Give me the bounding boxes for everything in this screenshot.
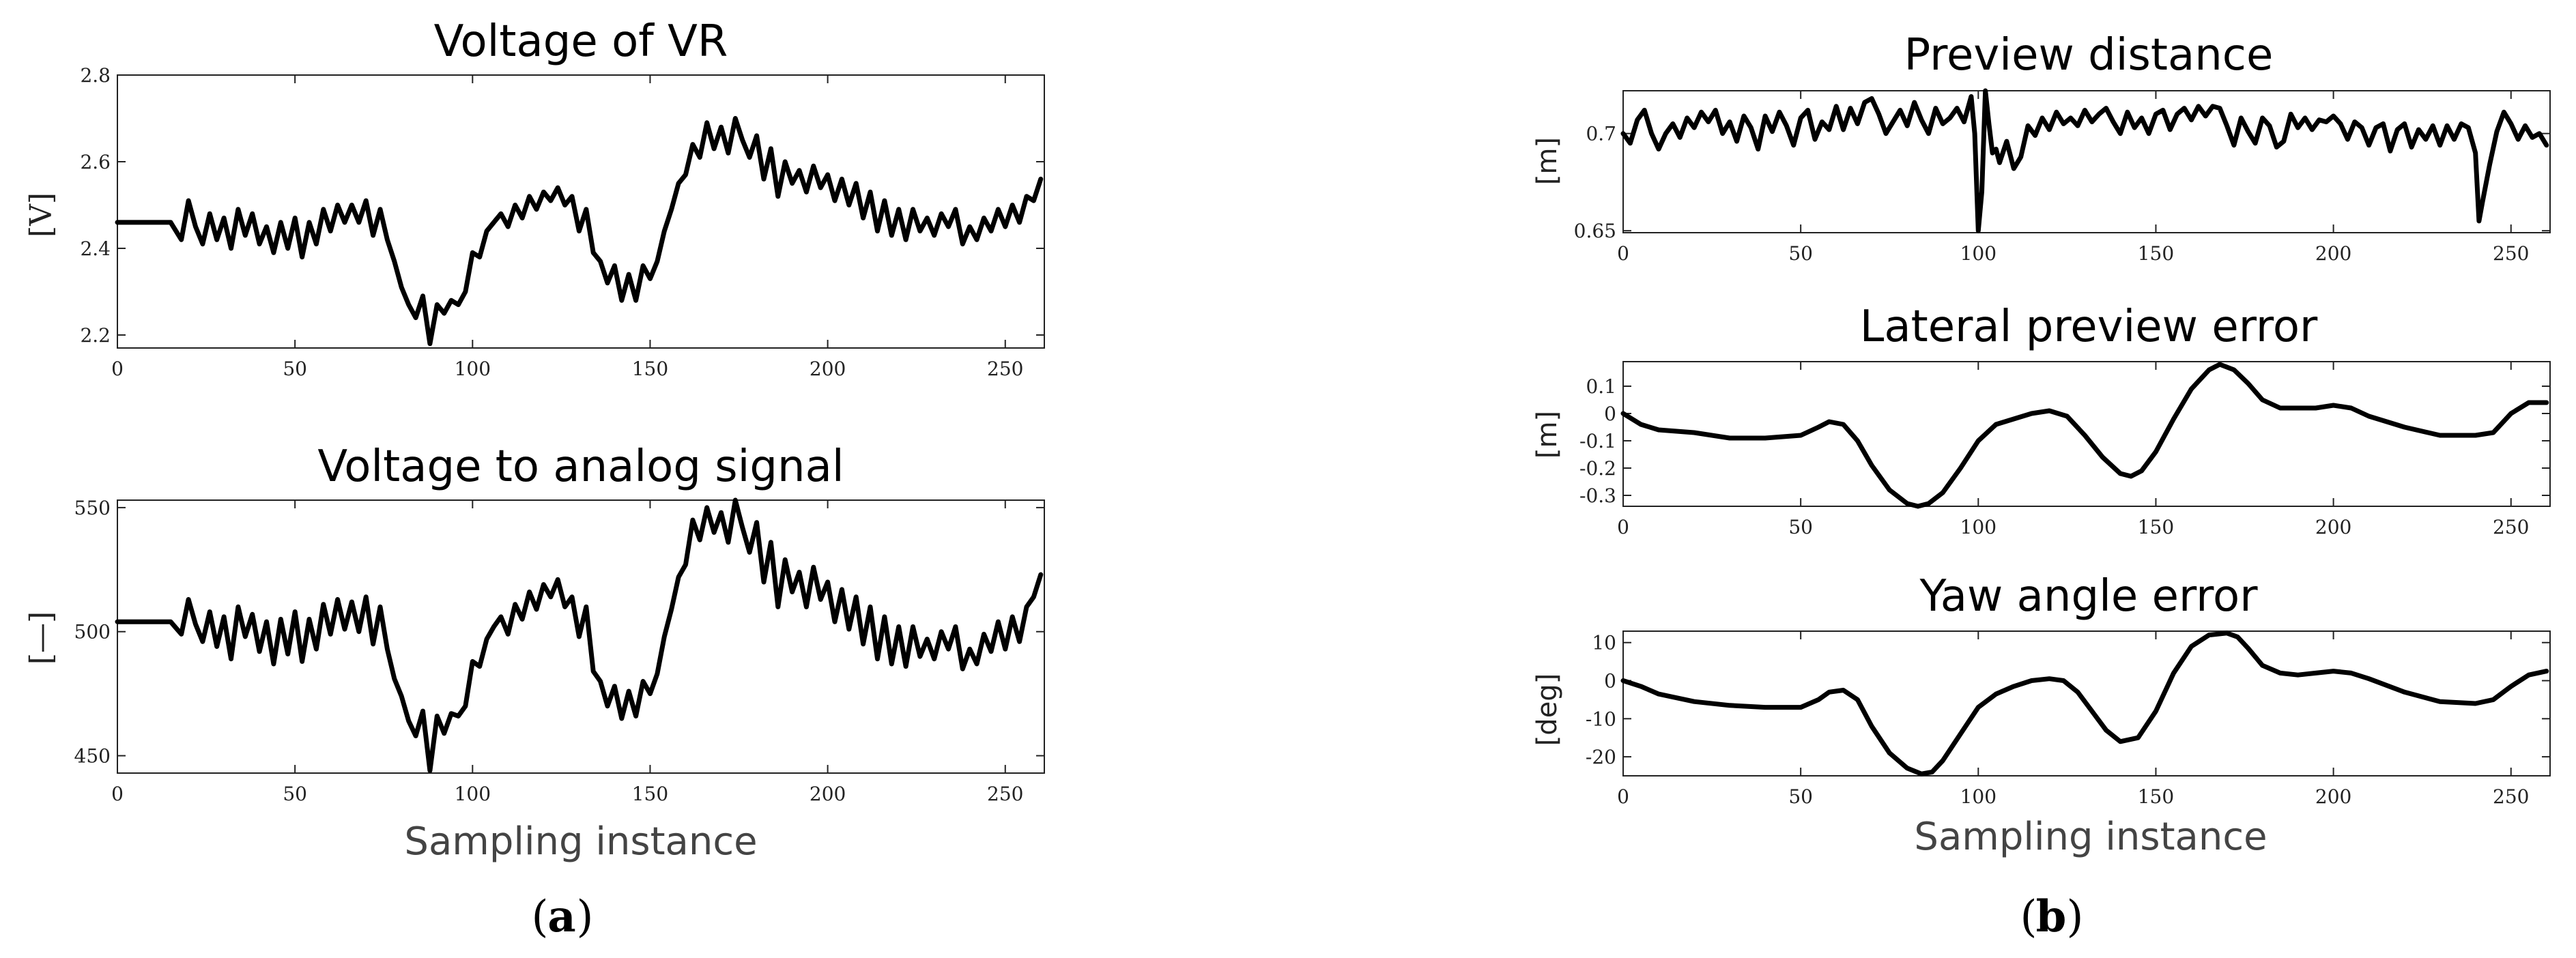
x-tick-label: 150 — [2138, 516, 2174, 538]
x-tick-label: 0 — [111, 783, 124, 805]
x-tick-label: 200 — [810, 358, 846, 380]
y-tick-label: 550 — [74, 497, 111, 519]
y-tick-label: -0.2 — [1579, 457, 1616, 480]
x-tick-label: 150 — [632, 783, 668, 805]
panel-label-letter: b — [2036, 891, 2067, 942]
y-axis-label: [deg] — [1532, 673, 1563, 746]
y-tick-label: 0.1 — [1586, 375, 1616, 398]
plot-frame — [117, 74, 1045, 349]
y-tick-label: -0.1 — [1579, 430, 1616, 452]
x-tick-label: 100 — [455, 358, 491, 380]
plot-2: 0 50 100 150 200 250 0.65 0.7 — [1574, 88, 2551, 265]
plot-1: 0 50 100 150 200 250 450 500 550 — [74, 497, 1045, 805]
y-axis-label: [—] — [24, 611, 59, 665]
x-tick-label: 100 — [1960, 242, 1997, 265]
x-axis-label: Sampling instance — [404, 819, 757, 864]
plot-frame — [1622, 361, 2551, 507]
y-tick-label: 2.6 — [80, 151, 111, 173]
plot-0: 0 50 100 150 200 250 2.2 2.4 2.6 2.8 — [80, 64, 1045, 380]
x-tick-label: 150 — [632, 358, 668, 380]
panel-label-close-paren: ) — [577, 892, 594, 942]
series-line — [115, 116, 1044, 347]
x-tick-label: 150 — [2138, 242, 2174, 265]
panel-label-b: ( b ) — [2020, 891, 2084, 942]
y-axis-label: [m] — [1532, 411, 1563, 459]
chart-title: Voltage of VR — [434, 16, 728, 67]
chart-voltage-of-vr: Voltage of VR [V] — [24, 16, 728, 237]
x-tick-label: 250 — [2493, 785, 2529, 808]
x-tick-label: 50 — [283, 783, 307, 805]
y-tick-label: 0.65 — [1574, 220, 1616, 242]
chart-title: Voltage to analog signal — [317, 441, 844, 492]
x-tick-label: 0 — [1617, 785, 1629, 808]
x-tick-label: 50 — [1788, 785, 1813, 808]
x-tick-label: 100 — [455, 783, 491, 805]
series-line — [115, 497, 1044, 773]
y-tick-label: 500 — [74, 621, 111, 643]
y-tick-label: -0.3 — [1579, 484, 1616, 507]
chart-preview-distance: Preview distance [m] — [1532, 30, 2273, 185]
panel-label-open-paren: ( — [2020, 892, 2037, 942]
chart-title: Lateral preview error — [1860, 302, 2318, 352]
y-tick-label: 2.2 — [80, 324, 111, 347]
plot-3: 0 50 100 150 200 250 -0.3 -0.2 -0.1 0 0.1 — [1579, 361, 2551, 538]
panel-label-letter: a — [547, 891, 575, 942]
y-tick-label: 0 — [1604, 403, 1616, 425]
y-tick-label: 2.4 — [80, 237, 111, 260]
x-tick-label: 200 — [810, 783, 846, 805]
y-tick-label: -10 — [1586, 708, 1616, 730]
y-tick-label: 0.7 — [1586, 123, 1616, 145]
x-tick-label: 0 — [1617, 242, 1629, 265]
y-tick-label: 450 — [74, 745, 111, 768]
y-tick-label: -20 — [1586, 746, 1616, 768]
x-tick-label: 200 — [2315, 785, 2351, 808]
plot-4: 0 50 100 150 200 250 -20 -10 0 10 — [1586, 630, 2551, 808]
x-tick-label: 50 — [1788, 516, 1813, 538]
x-tick-label: 100 — [1960, 785, 1997, 808]
x-axis-label: Sampling instance — [1914, 815, 2267, 859]
y-axis-label: [V] — [24, 192, 59, 237]
chart-title: Yaw angle error — [1919, 571, 2258, 622]
x-tick-label: 0 — [1617, 516, 1629, 538]
x-tick-label: 150 — [2138, 785, 2174, 808]
series-line — [1620, 362, 2549, 509]
chart-voltage-to-analog-signal: Voltage to analog signal [—] Sampling in… — [24, 441, 844, 864]
y-tick-label: 2.8 — [80, 64, 111, 87]
y-tick-label: 0 — [1604, 670, 1616, 693]
x-tick-label: 50 — [283, 358, 307, 380]
x-tick-label: 250 — [2493, 242, 2529, 265]
x-tick-label: 250 — [987, 358, 1023, 380]
panel-label-a: ( a ) — [532, 891, 594, 942]
x-tick-label: 50 — [1788, 242, 1813, 265]
x-tick-label: 200 — [2315, 516, 2351, 538]
x-tick-label: 250 — [2493, 516, 2529, 538]
panel-label-close-paren: ) — [2067, 892, 2084, 942]
plot-frame — [1622, 630, 2551, 776]
series-line — [1620, 88, 2549, 233]
y-tick-label: 10 — [1592, 632, 1616, 654]
x-tick-label: 100 — [1960, 516, 1997, 538]
x-tick-label: 200 — [2315, 242, 2351, 265]
chart-yaw-angle-error: Yaw angle error [deg] Sampling instance — [1532, 571, 2267, 859]
plot-frame — [1622, 90, 2551, 233]
y-axis-label: [m] — [1532, 137, 1563, 185]
chart-lateral-preview-error: Lateral preview error [m] — [1532, 302, 2318, 459]
x-tick-label: 250 — [987, 783, 1023, 805]
x-tick-label: 0 — [111, 358, 124, 380]
plot-frame — [117, 499, 1045, 774]
chart-title: Preview distance — [1904, 30, 2274, 81]
series-line — [1620, 630, 2549, 776]
panel-label-open-paren: ( — [532, 892, 549, 942]
